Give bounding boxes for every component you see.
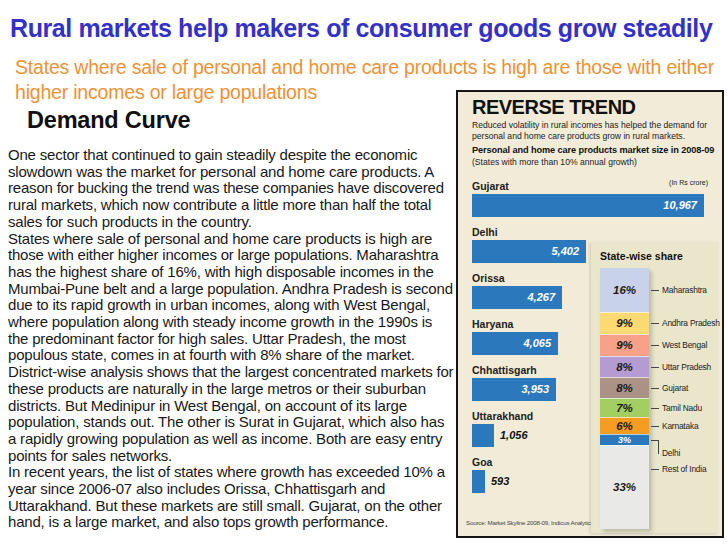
slide-title: Rural markets help makers of consumer go…	[10, 14, 712, 43]
chart-title: REVERSE TREND	[472, 96, 636, 119]
bar-category-label: Delhi	[472, 226, 704, 239]
label-tick	[651, 367, 659, 368]
share-segment: 8%	[600, 356, 649, 377]
paragraph: District-wise analysis shows that the la…	[8, 364, 454, 464]
share-state-label: Gujarat	[662, 383, 688, 393]
share-segment: 8%	[600, 377, 649, 398]
label-tick	[651, 290, 659, 291]
share-percent: 16%	[613, 284, 636, 296]
share-state-label: West Bengal	[662, 340, 707, 350]
stacked-bar: 16% 9% 9% 8% 8% 7% 6% 3% 33%	[600, 268, 649, 529]
subtitle-line-1: States where sale of personal and home c…	[15, 55, 714, 80]
bar-category-label: Gujarat	[472, 180, 704, 193]
share-segment: 9%	[600, 334, 649, 356]
share-percent: 7%	[616, 402, 633, 414]
share-segment: 33%	[600, 445, 649, 529]
label-connector	[651, 440, 659, 454]
share-percent: 33%	[613, 481, 636, 493]
share-state-label: Andhra Pradesh	[662, 318, 720, 328]
bar-track: 10,967	[472, 194, 704, 217]
bar-value: 10,967	[472, 194, 704, 217]
share-state-label: Maharashtra	[662, 285, 707, 295]
paragraph: One sector that continued to gain steadi…	[8, 147, 454, 231]
label-tick	[651, 323, 659, 324]
body-text: One sector that continued to gain steadi…	[8, 147, 454, 531]
paragraph: States where sale of personal and home c…	[8, 231, 454, 365]
label-tick	[651, 345, 659, 346]
paragraph: In recent years, the list of states wher…	[8, 464, 454, 531]
bar-row: Gujarat10,967	[472, 180, 704, 217]
share-segment: 9%	[600, 312, 649, 334]
state-share-panel: State-wise share 16% 9% 9% 8% 8% 7% 6% 3% 33% Ma…	[591, 242, 718, 533]
share-state-label: Tamil Nadu	[662, 403, 702, 413]
panel-title: State-wise share	[600, 250, 683, 262]
share-segment: 6%	[600, 417, 649, 434]
bar-value: 4,065	[472, 332, 558, 355]
chart-series-title: Personal and home care products market s…	[472, 145, 714, 155]
chart-source: Source: Market Skyline 2008-09, Indicus …	[466, 519, 593, 526]
share-percent: 8%	[616, 361, 633, 373]
bar-value: 593	[491, 470, 509, 493]
share-state-label: Delhi	[662, 448, 680, 458]
chart-note: (States with more than 10% annual growth…	[472, 157, 637, 167]
share-state-label: Uttar Pradesh	[662, 362, 711, 372]
share-state-label: Rest of India	[662, 464, 706, 474]
share-segment: 7%	[600, 398, 649, 417]
label-tick	[651, 426, 659, 427]
share-percent: 9%	[616, 339, 633, 351]
bar-value: 4,267	[472, 286, 562, 309]
share-segment: 16%	[600, 268, 649, 312]
share-percent: 3%	[618, 435, 631, 445]
section-heading: Demand Curve	[27, 107, 190, 134]
bar	[472, 470, 485, 493]
share-percent: 9%	[616, 317, 633, 329]
bar-value: 5,402	[472, 240, 586, 263]
slide: Rural markets help makers of consumer go…	[0, 0, 728, 546]
label-tick	[651, 408, 659, 409]
reverse-trend-infographic: REVERSE TREND Reduced volatility in rura…	[456, 90, 724, 538]
share-percent: 6%	[616, 420, 633, 432]
share-state-label: Karnataka	[662, 421, 698, 431]
label-tick	[651, 469, 659, 470]
bar-value: 1,056	[500, 424, 528, 447]
bar-value: 3,953	[472, 378, 556, 401]
chart-subtitle: Reduced volatility in rural incomes has …	[472, 120, 718, 141]
share-segment: 3%	[600, 434, 649, 445]
share-percent: 8%	[616, 382, 633, 394]
label-tick	[651, 388, 659, 389]
bar	[472, 424, 494, 447]
